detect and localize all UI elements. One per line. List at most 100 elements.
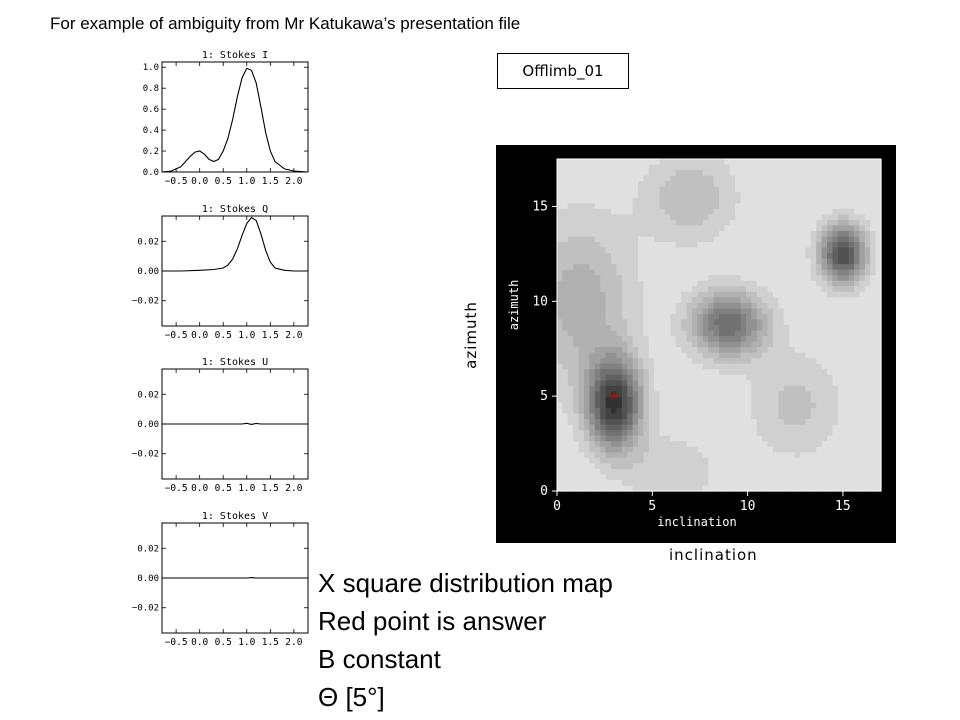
contour-cell	[589, 424, 596, 431]
contour-cell	[810, 159, 817, 166]
contour-cell	[794, 280, 801, 287]
contour-cell	[675, 325, 682, 332]
contour-cell	[767, 369, 774, 376]
contour-cell	[870, 430, 877, 437]
contour-cell	[686, 247, 693, 254]
contour-cell	[567, 419, 574, 426]
contour-cell	[767, 313, 774, 321]
contour-cell	[638, 325, 644, 332]
contour-cell	[864, 435, 871, 442]
contour-cell	[832, 197, 839, 204]
contour-cell	[783, 170, 790, 177]
contour-cell	[751, 424, 758, 431]
contour-cell	[794, 175, 801, 182]
contour-cell	[605, 242, 612, 249]
contour-cell	[756, 253, 763, 260]
contour-cell	[859, 275, 866, 282]
contour-cell	[789, 336, 796, 343]
contour-cell	[827, 175, 833, 182]
contour-cell	[611, 219, 617, 226]
contour-cell	[654, 313, 661, 321]
contour-cell	[692, 258, 698, 265]
contour-cell	[621, 197, 628, 204]
contour-cell	[702, 396, 709, 404]
contour-cell	[697, 341, 704, 348]
contour-cell	[594, 374, 601, 381]
contour-cell	[611, 225, 617, 232]
contour-cell	[859, 291, 866, 298]
contour-cell	[848, 280, 855, 287]
contour-cell	[654, 186, 661, 193]
contour-cell	[708, 441, 715, 448]
contour-cell	[643, 286, 650, 293]
contour-cell	[729, 479, 736, 487]
contour-cell	[870, 385, 877, 392]
contour-cell	[773, 197, 779, 204]
contour-cell	[681, 325, 688, 332]
contour-cell	[627, 463, 634, 470]
contour-cell	[800, 181, 806, 188]
contour-cell	[816, 253, 823, 260]
contour-cell	[816, 302, 823, 309]
contour-cell	[713, 352, 720, 359]
contour-cell	[719, 170, 725, 177]
contour-cell	[783, 352, 790, 359]
contour-cell	[686, 186, 693, 193]
contour-cell	[762, 380, 769, 387]
contour-cell	[875, 181, 882, 188]
contour-cell	[854, 336, 860, 343]
contour-cell	[778, 203, 785, 210]
contour-cell	[611, 175, 617, 182]
contour-cell	[740, 197, 747, 204]
contour-cell	[843, 408, 850, 415]
y-tick-label: 0.00	[137, 574, 159, 584]
contour-cell	[827, 424, 833, 431]
contour-cell	[789, 413, 796, 420]
contour-cell	[746, 275, 752, 282]
contour-cell	[827, 319, 833, 326]
contour-cell	[848, 330, 855, 337]
contour-cell	[578, 230, 585, 238]
contour-cell	[719, 385, 725, 392]
contour-cell	[648, 319, 655, 326]
contour-cell	[729, 336, 736, 343]
contour-cell	[627, 419, 634, 426]
contour-cell	[767, 330, 774, 337]
contour-cell	[767, 236, 774, 243]
contour-cell	[686, 159, 693, 166]
x-tick-label: 0.5	[215, 483, 232, 494]
contour-cell	[600, 479, 607, 487]
contour-cell	[648, 203, 655, 210]
contour-cell	[600, 474, 607, 481]
contour-cell	[708, 236, 715, 243]
contour-cell	[697, 302, 704, 309]
contour-cell	[616, 203, 623, 210]
contour-cell	[848, 402, 855, 409]
contour-cell	[762, 463, 769, 470]
contour-cell	[578, 297, 585, 304]
contour-cell	[816, 269, 823, 276]
contour-cell	[827, 347, 833, 354]
contour-cell	[627, 319, 634, 326]
contour-cell	[578, 479, 585, 487]
contour-cell	[605, 247, 612, 254]
contour-cell	[659, 286, 666, 293]
contour-cell	[648, 219, 655, 226]
contour-cell	[557, 336, 563, 343]
contour-cell	[675, 380, 682, 387]
contour-cell	[800, 302, 806, 309]
contour-cell	[746, 468, 752, 475]
contour-cell	[665, 435, 671, 442]
contour-cell	[848, 485, 855, 492]
contour-cell	[681, 330, 688, 337]
contour-cell	[756, 402, 763, 409]
contour-cell	[870, 236, 877, 243]
contour-cell	[854, 463, 860, 470]
x-tick-label: 1.5	[262, 330, 279, 341]
contour-cell	[594, 485, 601, 492]
contour-cell	[665, 446, 671, 453]
contour-cell	[632, 247, 639, 254]
contour-cell	[843, 258, 850, 265]
contour-cell	[665, 402, 671, 409]
contour-cell	[837, 369, 844, 376]
